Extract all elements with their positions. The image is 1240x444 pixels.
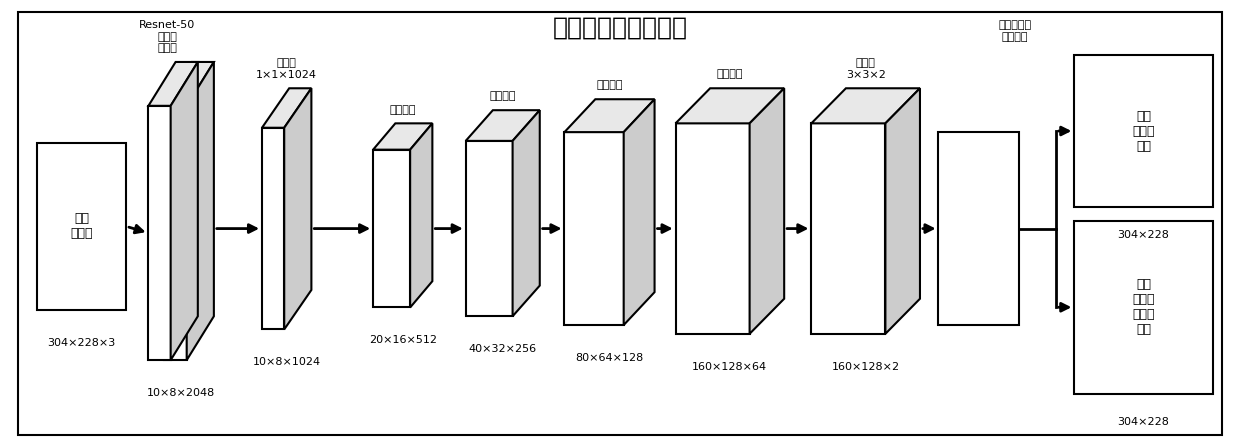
Polygon shape [149,106,171,360]
Polygon shape [165,106,187,360]
Text: 卷积层
3×3×2: 卷积层 3×3×2 [846,58,885,79]
Text: 上采样层: 上采样层 [717,70,743,79]
Polygon shape [466,110,539,141]
Polygon shape [171,62,198,360]
Text: 304×228: 304×228 [1117,417,1169,428]
Polygon shape [624,99,655,325]
Polygon shape [512,110,539,316]
Text: 160×128×2: 160×128×2 [832,362,900,372]
Polygon shape [750,88,784,334]
Text: 上采样层: 上采样层 [596,80,622,91]
Polygon shape [564,132,624,325]
Polygon shape [811,123,885,334]
Text: 20×16×512: 20×16×512 [368,335,436,345]
Polygon shape [1074,56,1213,206]
Polygon shape [410,123,433,308]
Polygon shape [149,62,198,106]
Polygon shape [676,88,784,123]
Text: 上采样层: 上采样层 [490,91,516,101]
Text: 预设神经网络子模型: 预设神经网络子模型 [553,16,687,40]
Text: 10×8×2048: 10×8×2048 [148,388,216,398]
Polygon shape [939,132,1019,325]
Text: 160×128×64: 160×128×64 [692,362,768,372]
Polygon shape [811,88,920,123]
Text: 卷积层
1×1×1024: 卷积层 1×1×1024 [257,58,317,79]
Text: 输出
初始深
度图: 输出 初始深 度图 [1132,110,1154,153]
Polygon shape [1074,221,1213,394]
Polygon shape [564,99,655,132]
Text: 双线性插值
上采样层: 双线性插值 上采样层 [998,20,1032,42]
Text: 10×8×1024: 10×8×1024 [253,357,321,367]
Text: Resnet-50
除去全
连接层: Resnet-50 除去全 连接层 [139,20,195,53]
Polygon shape [373,150,410,308]
Polygon shape [262,128,284,329]
Polygon shape [262,88,311,128]
Polygon shape [284,88,311,329]
Polygon shape [885,88,920,334]
Polygon shape [373,123,433,150]
Polygon shape [676,123,750,334]
Text: 上采样层: 上采样层 [389,105,415,115]
Text: 输出
初始置
信度分
布图: 输出 初始置 信度分 布图 [1132,278,1154,336]
Polygon shape [187,62,213,360]
Text: 输入
图像帧: 输入 图像帧 [71,212,93,240]
Text: 304×228×3: 304×228×3 [47,337,115,348]
Polygon shape [37,143,126,309]
Text: 304×228: 304×228 [1117,230,1169,240]
Polygon shape [165,62,213,106]
Polygon shape [466,141,512,316]
Text: 40×32×256: 40×32×256 [469,344,537,354]
Text: 80×64×128: 80×64×128 [575,353,644,363]
